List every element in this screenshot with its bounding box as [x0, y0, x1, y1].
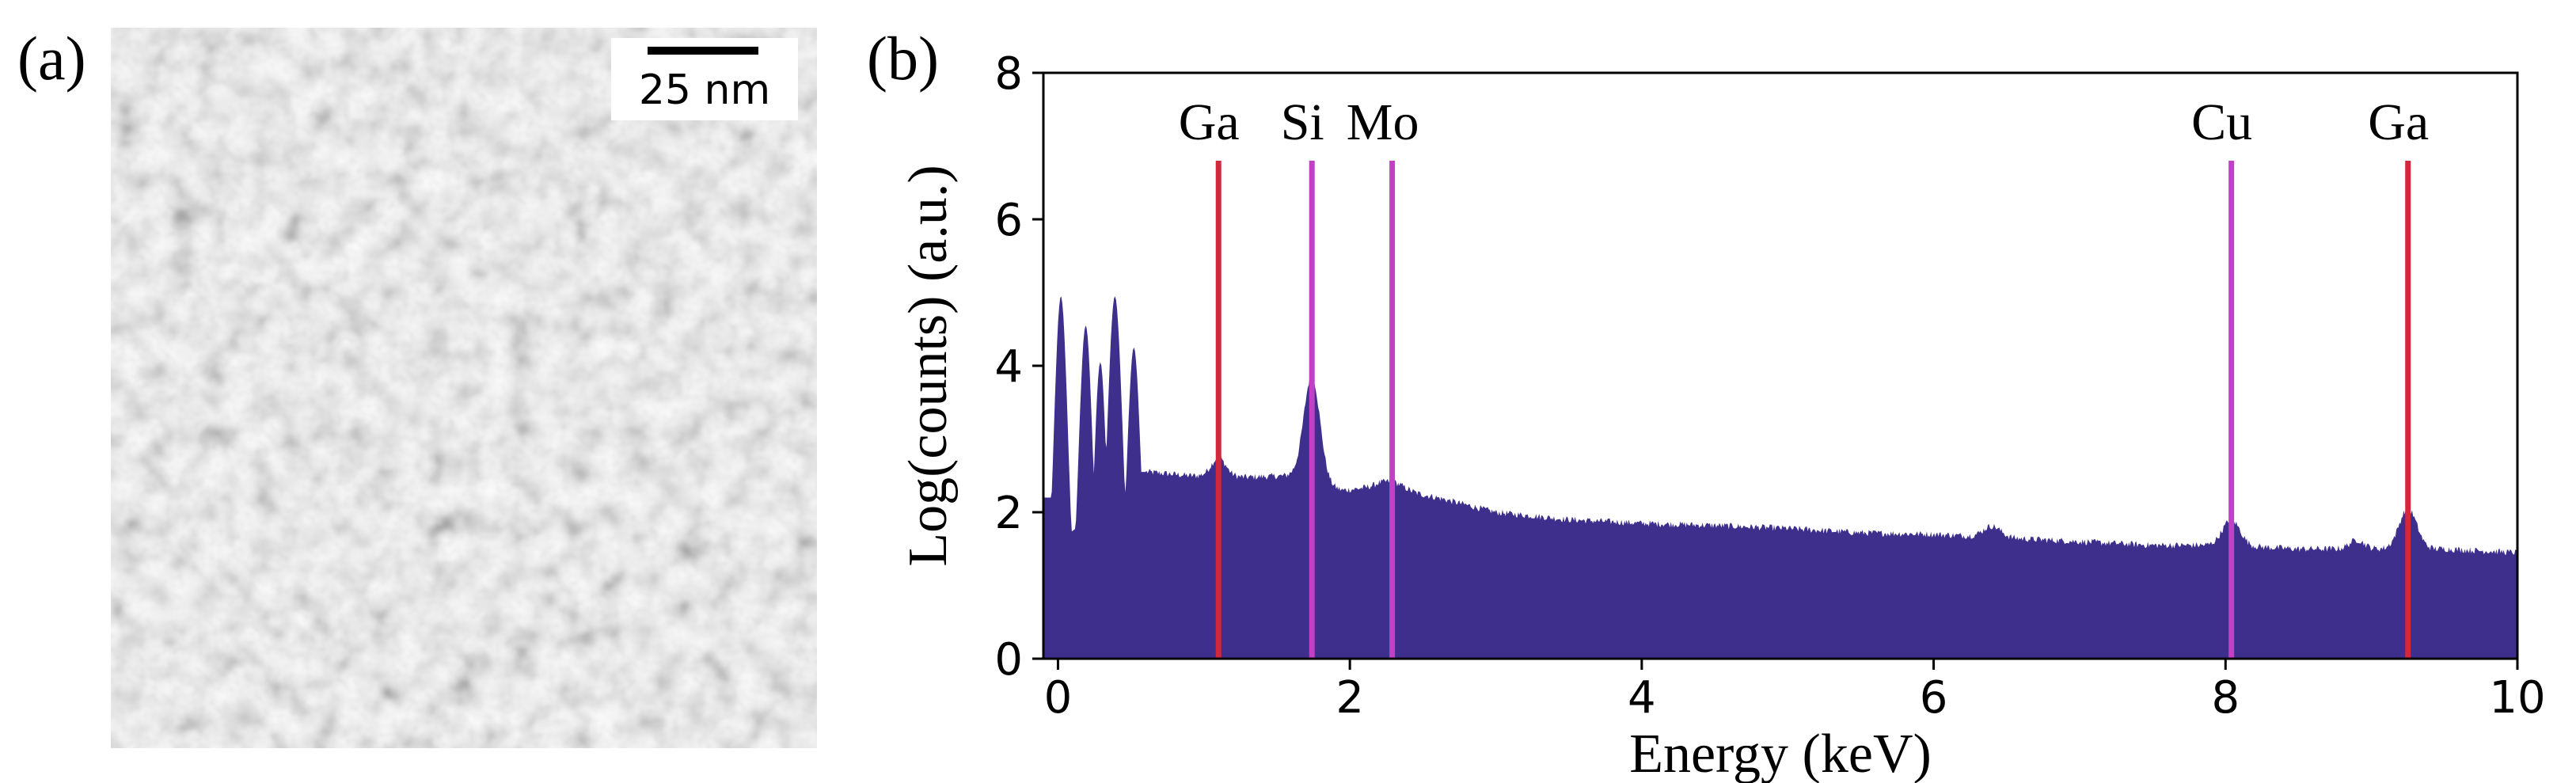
scale-bar: 25 nm	[611, 38, 798, 120]
y-tick-label-3: 6	[994, 195, 1023, 246]
element-lines	[1215, 161, 2411, 659]
scale-bar-label: 25 nm	[639, 67, 770, 114]
element-labels: Ga Si Mo Cu Ga	[1179, 93, 2429, 151]
y-axis-title: Log(counts) (a.u.)	[898, 165, 959, 566]
x-tick-label-3: 6	[1920, 672, 1948, 724]
x-axis-title: Energy (keV)	[1629, 724, 1932, 783]
element-label-ga-0: Ga	[1179, 93, 1240, 151]
panel-a-label: (a)	[17, 24, 86, 93]
element-label-cu-3: Cu	[2191, 93, 2252, 151]
element-label-ga-4: Ga	[2368, 93, 2429, 151]
panel-b-label: (b)	[867, 24, 939, 93]
x-tick-label-4: 8	[2211, 672, 2240, 724]
x-tick-label-2: 4	[1628, 672, 1656, 724]
spectrum-chart: Ga Si Mo Cu Ga 0 2 4 6 8 10 0 2 4 6 8 Energy (keV) Lo…	[898, 48, 2546, 783]
micrograph-fine-texture	[111, 28, 817, 748]
y-tick-label-0: 0	[994, 634, 1023, 686]
x-tick-label-0: 0	[1044, 672, 1073, 724]
y-tick-label-4: 8	[994, 48, 1023, 100]
y-tick-label-2: 4	[994, 341, 1023, 393]
element-label-si-1: Si	[1281, 93, 1324, 151]
scale-bar-line	[648, 47, 758, 55]
micrograph: 25 nm	[111, 28, 817, 748]
y-axis: 0 2 4 6 8	[994, 48, 1043, 686]
x-tick-label-5: 10	[2489, 672, 2545, 724]
y-tick-label-1: 2	[994, 488, 1023, 539]
x-tick-label-1: 2	[1335, 672, 1364, 724]
spectrum-area	[1043, 296, 2517, 659]
x-axis: 0 2 4 6 8 10	[1044, 659, 2546, 724]
element-label-mo-2: Mo	[1347, 93, 1419, 151]
